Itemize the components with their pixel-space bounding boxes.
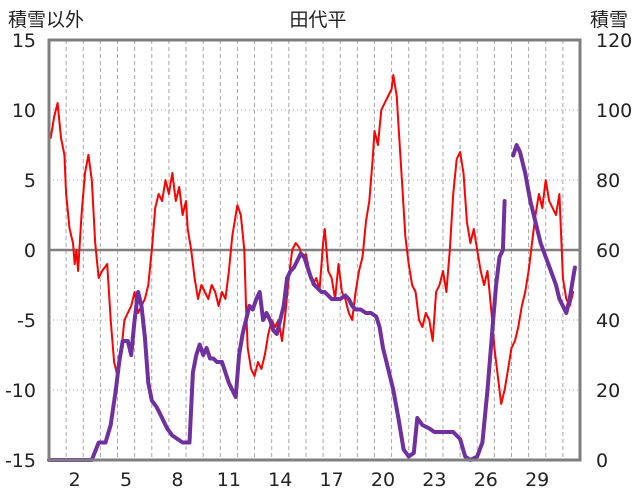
x-tick-label: 11 [217, 469, 241, 491]
left-tick-label: -10 [5, 380, 36, 402]
left-axis-title: 積雪以外 [8, 9, 84, 31]
right-tick-label: 100 [596, 100, 632, 122]
x-tick-label: 23 [422, 469, 446, 491]
left-tick-label: -15 [5, 450, 36, 472]
x-tick-label: 2 [69, 469, 81, 491]
left-tick-label: 0 [24, 240, 36, 262]
chart-title: 田代平 [289, 9, 346, 31]
series-lines [47, 74, 577, 462]
snow-depth-line [511, 143, 577, 315]
right-tick-label: 80 [596, 170, 620, 192]
x-tick-label: 29 [525, 469, 549, 491]
right-tick-label: 0 [596, 450, 608, 472]
right-tick-label: 40 [596, 310, 620, 332]
left-tick-label: 5 [24, 170, 36, 192]
right-tick-label: 60 [596, 240, 620, 262]
x-tick-label: 5 [120, 469, 132, 491]
left-tick-labels: 15 10 5 0 -5 -10 -15 [5, 30, 36, 472]
x-tick-label: 8 [171, 469, 183, 491]
x-tick-label: 14 [268, 469, 292, 491]
right-tick-label: 120 [596, 30, 632, 52]
left-tick-label: 15 [12, 30, 36, 52]
x-tick-label: 20 [371, 469, 395, 491]
snow-depth-line [47, 199, 507, 462]
right-tick-label: 20 [596, 380, 620, 402]
x-tick-label: 17 [320, 469, 344, 491]
x-tick-label: 26 [474, 469, 498, 491]
horizontal-gridlines [49, 109, 580, 391]
left-tick-label: 10 [12, 100, 36, 122]
right-tick-labels: 120 100 80 60 40 20 0 [596, 30, 632, 472]
left-tick-label: -5 [17, 310, 36, 332]
x-tick-labels: 2 5 8 11 14 17 20 23 26 29 [69, 469, 550, 491]
right-axis-title: 積雪 [590, 9, 628, 31]
plot-frame [47, 38, 582, 462]
